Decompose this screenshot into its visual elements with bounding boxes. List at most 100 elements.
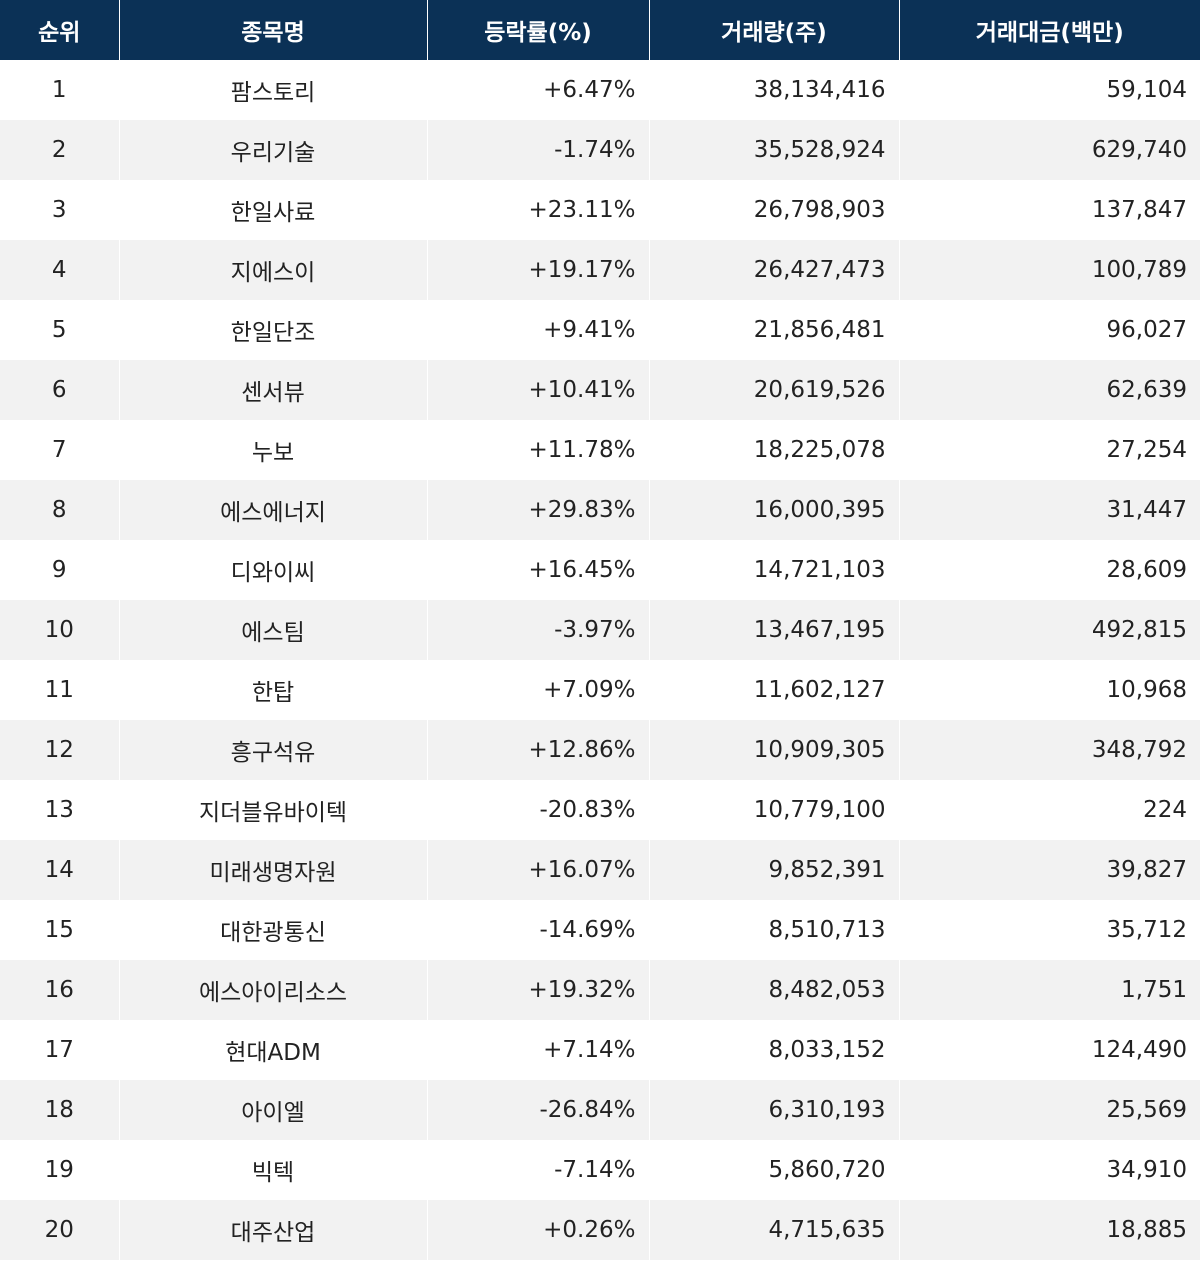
header-row: 순위 종목명 등락률(%) 거래량(주) 거래대금(백만) — [0, 0, 1200, 60]
table-row: 11 한탑 +7.09% 11,602,127 10,968 — [0, 660, 1200, 720]
table-row: 9 디와이씨 +16.45% 14,721,103 28,609 — [0, 540, 1200, 600]
table-row: 10 에스팀 -3.97% 13,467,195 492,815 — [0, 600, 1200, 660]
cell-rank: 18 — [0, 1080, 120, 1140]
cell-rank: 3 — [0, 180, 120, 240]
cell-rank: 7 — [0, 420, 120, 480]
cell-amount: 39,827 — [899, 840, 1200, 900]
cell-amount: 62,639 — [899, 360, 1200, 420]
cell-amount: 629,740 — [899, 120, 1200, 180]
cell-rank: 2 — [0, 120, 120, 180]
cell-name: 에스팀 — [119, 600, 428, 660]
cell-volume: 10,779,100 — [649, 780, 900, 840]
cell-name: 우리기술 — [119, 120, 428, 180]
cell-volume: 11,602,127 — [649, 660, 900, 720]
table-row: 1 팜스토리 +6.47% 38,134,416 59,104 — [0, 60, 1200, 120]
table-row: 3 한일사료 +23.11% 26,798,903 137,847 — [0, 180, 1200, 240]
cell-amount: 224 — [899, 780, 1200, 840]
table-row: 4 지에스이 +19.17% 26,427,473 100,789 — [0, 240, 1200, 300]
cell-volume: 6,310,193 — [649, 1080, 900, 1140]
table-row: 5 한일단조 +9.41% 21,856,481 96,027 — [0, 300, 1200, 360]
cell-name: 흥구석유 — [119, 720, 428, 780]
cell-change: -14.69% — [427, 900, 650, 960]
cell-change: -26.84% — [427, 1080, 650, 1140]
cell-amount: 10,968 — [899, 660, 1200, 720]
cell-name: 센서뷰 — [119, 360, 428, 420]
table-row: 12 흥구석유 +12.86% 10,909,305 348,792 — [0, 720, 1200, 780]
cell-volume: 8,510,713 — [649, 900, 900, 960]
cell-change: +16.07% — [427, 840, 650, 900]
cell-amount: 18,885 — [899, 1200, 1200, 1260]
cell-volume: 35,528,924 — [649, 120, 900, 180]
cell-rank: 6 — [0, 360, 120, 420]
table-body: 1 팜스토리 +6.47% 38,134,416 59,104 2 우리기술 -1.74% 35… — [0, 60, 1200, 1260]
cell-change: -7.14% — [427, 1140, 650, 1200]
header-change: 등락률(%) — [427, 0, 650, 60]
cell-volume: 26,798,903 — [649, 180, 900, 240]
table-row: 19 빅텍 -7.14% 5,860,720 34,910 — [0, 1140, 1200, 1200]
header-volume: 거래량(주) — [649, 0, 900, 60]
table-row: 20 대주산업 +0.26% 4,715,635 18,885 — [0, 1200, 1200, 1260]
cell-name: 빅텍 — [119, 1140, 428, 1200]
table-row: 15 대한광통신 -14.69% 8,510,713 35,712 — [0, 900, 1200, 960]
cell-rank: 12 — [0, 720, 120, 780]
cell-volume: 8,482,053 — [649, 960, 900, 1020]
header-amount: 거래대금(백만) — [899, 0, 1200, 60]
cell-amount: 492,815 — [899, 600, 1200, 660]
cell-name: 한일사료 — [119, 180, 428, 240]
cell-amount: 28,609 — [899, 540, 1200, 600]
cell-amount: 137,847 — [899, 180, 1200, 240]
cell-rank: 4 — [0, 240, 120, 300]
cell-amount: 31,447 — [899, 480, 1200, 540]
cell-name: 아이엘 — [119, 1080, 428, 1140]
cell-volume: 13,467,195 — [649, 600, 900, 660]
cell-volume: 18,225,078 — [649, 420, 900, 480]
cell-amount: 100,789 — [899, 240, 1200, 300]
cell-change: +6.47% — [427, 60, 650, 120]
cell-name: 디와이씨 — [119, 540, 428, 600]
table-row: 7 누보 +11.78% 18,225,078 27,254 — [0, 420, 1200, 480]
cell-rank: 20 — [0, 1200, 120, 1260]
cell-rank: 15 — [0, 900, 120, 960]
cell-name: 대주산업 — [119, 1200, 428, 1260]
cell-rank: 10 — [0, 600, 120, 660]
cell-change: +9.41% — [427, 300, 650, 360]
cell-change: +10.41% — [427, 360, 650, 420]
cell-volume: 21,856,481 — [649, 300, 900, 360]
cell-volume: 5,860,720 — [649, 1140, 900, 1200]
cell-volume: 9,852,391 — [649, 840, 900, 900]
cell-rank: 8 — [0, 480, 120, 540]
cell-change: -1.74% — [427, 120, 650, 180]
cell-amount: 34,910 — [899, 1140, 1200, 1200]
cell-name: 팜스토리 — [119, 60, 428, 120]
cell-change: -3.97% — [427, 600, 650, 660]
cell-change: +29.83% — [427, 480, 650, 540]
cell-rank: 13 — [0, 780, 120, 840]
cell-name: 에스에너지 — [119, 480, 428, 540]
table-row: 17 현대ADM +7.14% 8,033,152 124,490 — [0, 1020, 1200, 1080]
cell-change: +23.11% — [427, 180, 650, 240]
cell-volume: 16,000,395 — [649, 480, 900, 540]
cell-name: 미래생명자원 — [119, 840, 428, 900]
cell-amount: 96,027 — [899, 300, 1200, 360]
cell-rank: 16 — [0, 960, 120, 1020]
cell-name: 에스아이리소스 — [119, 960, 428, 1020]
cell-volume: 14,721,103 — [649, 540, 900, 600]
cell-change: +0.26% — [427, 1200, 650, 1260]
cell-change: +7.09% — [427, 660, 650, 720]
cell-volume: 26,427,473 — [649, 240, 900, 300]
cell-amount: 27,254 — [899, 420, 1200, 480]
cell-amount: 59,104 — [899, 60, 1200, 120]
cell-name: 지에스이 — [119, 240, 428, 300]
cell-change: +19.17% — [427, 240, 650, 300]
header-rank: 순위 — [0, 0, 120, 60]
table-row: 14 미래생명자원 +16.07% 9,852,391 39,827 — [0, 840, 1200, 900]
header-name: 종목명 — [119, 0, 428, 60]
cell-change: +7.14% — [427, 1020, 650, 1080]
cell-amount: 348,792 — [899, 720, 1200, 780]
cell-name: 지더블유바이텍 — [119, 780, 428, 840]
cell-volume: 10,909,305 — [649, 720, 900, 780]
cell-name: 한탑 — [119, 660, 428, 720]
cell-volume: 8,033,152 — [649, 1020, 900, 1080]
cell-rank: 17 — [0, 1020, 120, 1080]
